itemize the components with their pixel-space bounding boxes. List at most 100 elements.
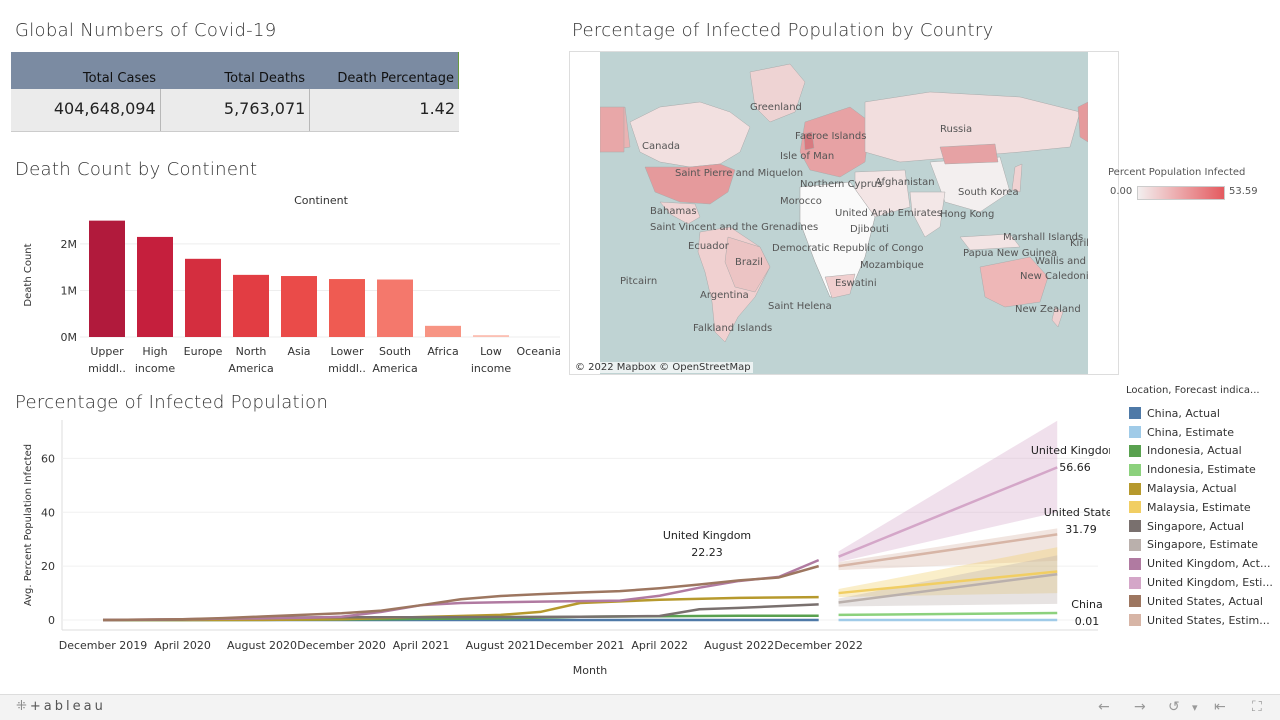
kpi-value-death-percentage[interactable]: 1.42 bbox=[419, 99, 456, 118]
line-chart-ytick: 60 bbox=[41, 452, 55, 465]
map-label: Argentina bbox=[700, 290, 749, 301]
line-legend-item[interactable]: Indonesia, Actual bbox=[1126, 442, 1276, 461]
tableau-plus-icon: ⁜ bbox=[16, 699, 30, 714]
line-legend-item[interactable]: United States, Estim... bbox=[1126, 611, 1276, 630]
country-japan[interactable] bbox=[1011, 163, 1023, 193]
country-greenland[interactable] bbox=[749, 63, 806, 123]
line-legend-item[interactable]: United Kingdom, Act... bbox=[1126, 554, 1276, 573]
tableau-logo[interactable]: ⁜+ableau bbox=[16, 699, 106, 714]
line-series[interactable] bbox=[838, 611, 1058, 617]
line-legend-item[interactable]: United States, Actual bbox=[1126, 592, 1276, 611]
revert-icon[interactable]: ↺ bbox=[1168, 699, 1180, 715]
bar-chart-bar[interactable] bbox=[425, 325, 461, 337]
line-chart-xtick: August 2020 bbox=[227, 639, 297, 652]
bar-chart-ytick: 0M bbox=[61, 331, 78, 344]
infected-population-line-chart[interactable]: 0 20 40 60 Avg. Percent Population Infected D… bbox=[0, 410, 1110, 690]
map-label: Falkland Islands bbox=[693, 323, 772, 334]
bar-chart-bar[interactable] bbox=[329, 279, 365, 337]
country-europe[interactable] bbox=[799, 106, 871, 178]
bar-chart-bar[interactable] bbox=[281, 276, 317, 337]
country-east-edge[interactable] bbox=[1077, 101, 1088, 143]
country-usa[interactable] bbox=[644, 163, 736, 205]
line-legend-item[interactable]: Malaysia, Actual bbox=[1126, 479, 1276, 498]
line-series[interactable] bbox=[838, 466, 1058, 558]
bar-chart-bar[interactable] bbox=[89, 220, 125, 337]
country-brazil[interactable] bbox=[724, 236, 771, 293]
country-mongolia[interactable] bbox=[939, 143, 999, 165]
line-annotation-label: United Kingdom bbox=[663, 529, 751, 542]
line-series[interactable] bbox=[838, 533, 1058, 568]
line-legend-item[interactable]: Malaysia, Estimate bbox=[1126, 498, 1276, 517]
kpi-value-total-deaths[interactable]: 5,763,071 bbox=[161, 89, 311, 131]
line-series[interactable] bbox=[102, 595, 819, 622]
bar-chart-bar[interactable] bbox=[185, 258, 221, 337]
bar-chart-bar[interactable] bbox=[137, 236, 173, 337]
map-label: Isle of Man bbox=[780, 151, 834, 162]
map-label: Hong Kong bbox=[940, 209, 994, 220]
legend-label: Malaysia, Actual bbox=[1147, 482, 1237, 496]
map-label: Saint Helena bbox=[768, 301, 832, 312]
tableau-toolbar: ⁜+ableau ← → ↺ ▾ ⇤ ⛶ bbox=[0, 694, 1280, 720]
line-chart-title: Percentage of Infected Population bbox=[15, 392, 329, 413]
death-count-bar-chart[interactable]: Continent Death Count 0M 1M 2M Upper middl.. Hi… bbox=[0, 185, 560, 385]
legend-label: Indonesia, Estimate bbox=[1147, 463, 1256, 477]
line-series[interactable] bbox=[838, 572, 1058, 604]
bar-chart-bar[interactable] bbox=[473, 335, 509, 337]
line-legend-item[interactable]: Singapore, Actual bbox=[1126, 517, 1276, 536]
country-indonesia[interactable] bbox=[959, 233, 1021, 251]
country-uk[interactable] bbox=[803, 131, 815, 151]
kpi-value-row[interactable]: 404,648,094 5,763,071 1.42 bbox=[11, 89, 459, 132]
go-to-start-icon[interactable]: ⇤ bbox=[1214, 699, 1226, 715]
bar-chart-category-label: Africa bbox=[427, 345, 458, 358]
kpi-value-total-cases[interactable]: 404,648,094 bbox=[11, 89, 161, 131]
country-india[interactable] bbox=[909, 191, 946, 238]
line-chart-xtick: December 2021 bbox=[536, 639, 625, 652]
legend-swatch bbox=[1129, 444, 1141, 457]
redo-icon[interactable]: → bbox=[1134, 699, 1146, 715]
country-west-edge[interactable] bbox=[600, 106, 625, 153]
legend-label: China, Estimate bbox=[1147, 425, 1235, 439]
line-legend-item[interactable]: Indonesia, Estimate bbox=[1126, 460, 1276, 479]
global-numbers-table[interactable]: Total Cases Total Deaths Death Percentag… bbox=[11, 52, 459, 133]
line-legend-item[interactable]: Singapore, Estimate bbox=[1126, 536, 1276, 555]
line-series[interactable] bbox=[838, 570, 1058, 595]
line-series[interactable] bbox=[102, 564, 820, 622]
map-label: Eswatini bbox=[835, 278, 877, 289]
world-map-canvas[interactable]: Greenland Russia Canada Faeroe Islands Isle … bbox=[600, 52, 1088, 374]
bar-chart-category-label: North bbox=[236, 345, 267, 358]
map-label: Afghanistan bbox=[875, 177, 935, 188]
bar-chart-bar[interactable] bbox=[377, 279, 413, 337]
country-new-zealand[interactable] bbox=[1051, 306, 1064, 328]
world-map[interactable]: Greenland Russia Canada Faeroe Islands Isle … bbox=[569, 51, 1119, 375]
undo-icon[interactable]: ← bbox=[1098, 699, 1110, 715]
country-canada[interactable] bbox=[629, 101, 751, 168]
line-legend-item[interactable]: China, Actual bbox=[1126, 404, 1276, 423]
line-legend-item[interactable]: United Kingdom, Esti... bbox=[1126, 573, 1276, 592]
line-legend[interactable]: Location, Forecast indica... China, Actu… bbox=[1126, 385, 1276, 630]
bar-chart-bar[interactable] bbox=[233, 274, 269, 337]
country-mexico[interactable] bbox=[659, 201, 701, 225]
map-label: Ecuador bbox=[688, 241, 730, 252]
line-annotation-label: United Kingdom bbox=[1031, 444, 1110, 457]
bar-chart-category-label: Asia bbox=[287, 345, 310, 358]
line-series[interactable] bbox=[102, 558, 820, 622]
fullscreen-icon[interactable]: ⛶ bbox=[1252, 699, 1262, 715]
revert-menu-icon[interactable]: ▾ bbox=[1192, 701, 1198, 714]
map-label: Brazil bbox=[735, 257, 763, 268]
line-legend-item[interactable]: China, Estimate bbox=[1126, 423, 1276, 442]
legend-label: United States, Actual bbox=[1147, 594, 1263, 608]
map-label: Democratic Republic of Congo bbox=[772, 243, 923, 254]
bar-chart-category-label: South bbox=[379, 345, 411, 358]
map-label: Marshall Islands bbox=[1003, 232, 1083, 243]
country-russia[interactable] bbox=[864, 91, 1081, 163]
line-annotation-value: 31.79 bbox=[1065, 523, 1097, 536]
mapbox-credit[interactable]: © 2022 Mapbox © OpenStreetMap bbox=[573, 362, 753, 373]
line-annotation-label: United States bbox=[1044, 506, 1110, 519]
map-label: Papua New Guinea bbox=[963, 248, 1057, 259]
country-south-africa[interactable] bbox=[824, 273, 856, 299]
line-chart-xtick: December 2020 bbox=[297, 639, 386, 652]
country-australia[interactable] bbox=[979, 256, 1049, 308]
bar-chart-title: Death Count by Continent bbox=[15, 159, 258, 180]
legend-label: United Kingdom, Esti... bbox=[1147, 576, 1273, 590]
legend-swatch bbox=[1129, 501, 1141, 514]
